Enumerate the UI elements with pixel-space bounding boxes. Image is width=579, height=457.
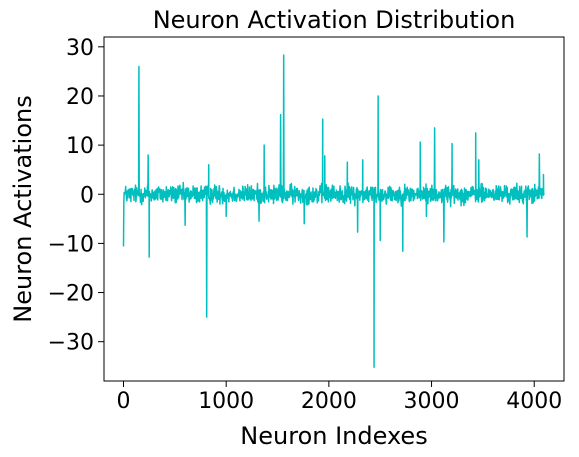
x-tick-label: 0 bbox=[117, 389, 131, 414]
y-axis: −30 −20 −10 0 10 20 30 bbox=[48, 36, 104, 356]
series-line-group bbox=[122, 54, 545, 368]
chart-title: Neuron Activation Distribution bbox=[153, 6, 516, 34]
x-axis: 0 1000 2000 3000 4000 bbox=[117, 381, 562, 414]
y-tick-label: 30 bbox=[66, 36, 94, 61]
y-tick-label: −10 bbox=[48, 232, 94, 257]
plot-frame bbox=[103, 36, 565, 382]
y-tick-label: 20 bbox=[66, 85, 94, 110]
y-tick-label: −20 bbox=[48, 282, 94, 307]
y-tick-label: 0 bbox=[80, 183, 94, 208]
activation-series-line bbox=[122, 54, 545, 368]
y-tick-label: 10 bbox=[66, 134, 94, 159]
x-tick-label: 3000 bbox=[404, 389, 460, 414]
x-tick-label: 1000 bbox=[198, 389, 254, 414]
x-tick-label: 2000 bbox=[301, 389, 357, 414]
y-axis-label: Neuron Activations bbox=[9, 95, 37, 322]
x-tick-label: 4000 bbox=[506, 389, 562, 414]
x-axis-label: Neuron Indexes bbox=[240, 422, 427, 450]
y-tick-label: −30 bbox=[48, 331, 94, 356]
